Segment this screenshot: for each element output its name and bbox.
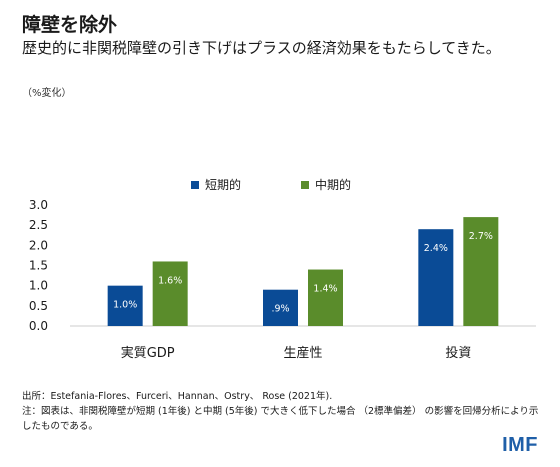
bar-short (263, 289, 298, 326)
bar-short (418, 229, 454, 326)
methodology-note: 注：図表は、非関税障壁が短期 (1年後) と中期 (5年後) で大きく低下した場… (22, 406, 539, 432)
legend-label-short: 短期的 (205, 178, 242, 192)
x-category-label: 実質GDP (121, 345, 175, 361)
legend-item-short: 短期的 (191, 176, 241, 193)
y-tick-label: 2.5 (29, 218, 48, 232)
y-tick-label: 1.0 (29, 279, 48, 293)
data-label: .9% (271, 304, 289, 315)
legend-swatch-short (191, 180, 199, 189)
data-label: 1.0% (113, 300, 137, 311)
y-tick-label: 2.0 (29, 238, 48, 252)
bar-medium (152, 261, 188, 326)
legend-item-medium: 中期的 (301, 176, 351, 193)
bar-medium (308, 269, 343, 326)
data-label: 2.4% (424, 243, 448, 254)
imf-logo: IMF (502, 434, 538, 456)
bar-medium (463, 217, 499, 326)
source-note: 出所：Estefania-Flores、Furceri、Hannan、Ostry… (22, 391, 333, 402)
legend-label-medium: 中期的 (315, 178, 352, 192)
chart-title: 障壁を除外 (22, 14, 118, 36)
data-label: 1.6% (158, 275, 182, 286)
y-tick-label: 3.0 (29, 198, 48, 212)
legend-swatch-medium (301, 180, 309, 189)
bar-chart: 0.0 0.5 1.0 1.5 2.0 2.5 3.0 1.0% 1.6% 実質GDP .9% 1.4… (29, 198, 536, 361)
chart-subtitle: 歴史的に非関税障壁の引き下げはプラスの経済効果をもたらしてきた。 (22, 39, 501, 57)
data-label: 1.4% (313, 284, 337, 295)
bar-short (107, 285, 143, 326)
y-tick-label: 1.5 (29, 259, 48, 273)
x-category-label: 生産性 (283, 345, 322, 361)
y-tick-label: 0.0 (29, 319, 48, 333)
data-label: 2.7% (469, 231, 493, 242)
legend: 短期的 中期的 (0, 176, 560, 196)
footer: 出所：Estefania-Flores、Furceri、Hannan、Ostry… (22, 389, 542, 434)
x-category-label: 投資 (445, 345, 471, 361)
unit-label: （%変化） (22, 88, 72, 99)
y-tick-label: 0.5 (29, 299, 48, 313)
